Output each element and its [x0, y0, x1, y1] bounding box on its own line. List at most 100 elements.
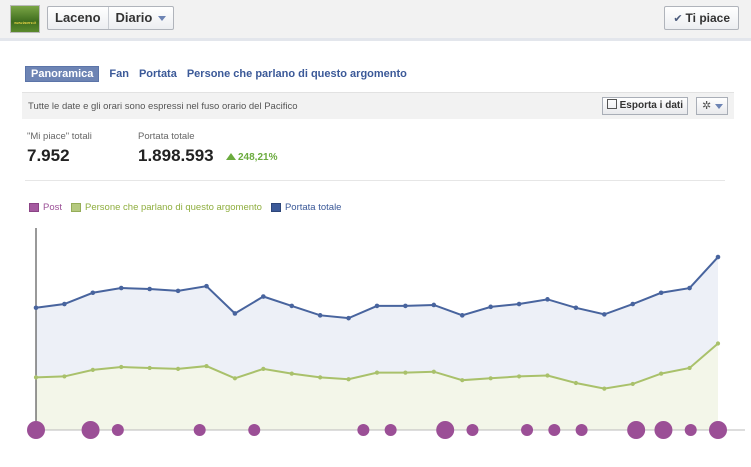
talking-point [289, 371, 294, 376]
page-avatar[interactable]: www.laceno.it [10, 5, 40, 33]
post-bubble [384, 424, 397, 436]
export-data-button[interactable]: Esporta i dati [601, 97, 688, 115]
timezone-notice-text: Tutte le date e gli orari sono espressi … [28, 101, 298, 112]
total-reach-label: Portata totale [138, 131, 195, 142]
reach-point [602, 312, 607, 317]
breadcrumb-divider [107, 7, 109, 29]
tab-portata[interactable]: Portata [138, 68, 177, 80]
insights-tabs: Panoramica Fan Portata Persone che parla… [25, 66, 417, 82]
post-bubble [709, 421, 727, 439]
talking-point [147, 365, 152, 371]
insights-chart [27, 228, 745, 439]
talking-point [261, 366, 266, 371]
view-selector-label: Diario [115, 10, 153, 25]
talking-area [36, 343, 718, 430]
talking-point [516, 374, 522, 379]
check-icon: ✔ [673, 13, 683, 25]
post-bubble [357, 424, 370, 436]
page-breadcrumb: Laceno Diario [47, 6, 175, 30]
post-bubble [684, 424, 697, 436]
post-bubble [111, 424, 124, 436]
talking-point [175, 366, 181, 371]
legend-item-post[interactable]: Post [29, 202, 62, 213]
talking-point [659, 371, 664, 376]
reach-growth-value: 248,21% [238, 152, 278, 163]
reach-point [431, 302, 437, 308]
reach-point [545, 297, 550, 302]
talking-point [403, 370, 408, 375]
talking-point [460, 378, 465, 383]
chart-legend: Post Persone che parlano di questo argom… [29, 202, 350, 213]
talking-point [232, 376, 238, 381]
reach-point [459, 313, 465, 318]
post-bubble [575, 424, 588, 436]
post-bubble [436, 421, 455, 439]
export-icon [606, 99, 617, 109]
talking-point [545, 373, 550, 378]
talking-point [346, 377, 351, 382]
reach-point [658, 290, 664, 296]
legend-item-talking[interactable]: Persone che parlano di questo argomento [71, 202, 262, 213]
legend-label-talking: Persone che parlano di questo argomento [85, 202, 262, 213]
talking-point [119, 364, 124, 370]
talking-point [374, 370, 380, 375]
reach-point [62, 301, 67, 307]
reach-point [488, 304, 493, 310]
talking-point [431, 369, 436, 374]
reach-point [374, 303, 380, 309]
talking-point [687, 365, 692, 371]
total-likes-value: 7.952 [27, 146, 70, 165]
legend-swatch-talking [71, 203, 82, 212]
total-reach-value: 1.898.593 [138, 146, 214, 165]
total-likes-label: "Mi piace" totali [27, 131, 92, 142]
reach-growth-badge: 248,21% [226, 152, 277, 163]
post-bubble [521, 424, 534, 436]
reach-point [403, 303, 408, 309]
reach-point [289, 303, 295, 309]
tab-panoramica[interactable]: Panoramica [25, 66, 100, 82]
reach-point [516, 301, 522, 307]
reach-point [573, 305, 579, 311]
settings-dropdown-button[interactable]: ✲ [696, 97, 728, 115]
legend-item-reach[interactable]: Portata totale [270, 202, 342, 213]
talking-point [33, 375, 39, 380]
chevron-down-icon [715, 104, 723, 109]
top-bar-rule [0, 38, 751, 41]
reach-point [630, 301, 636, 307]
legend-swatch-reach [270, 203, 281, 212]
reach-point [33, 305, 39, 311]
talking-point [602, 386, 607, 391]
talking-point [715, 341, 721, 346]
page-avatar-text: www.laceno.it [14, 20, 36, 25]
reach-point [90, 290, 96, 296]
gear-icon: ✲ [702, 100, 712, 112]
legend-swatch-post [29, 203, 39, 212]
talking-point [630, 381, 635, 387]
reach-point [715, 254, 721, 260]
like-button[interactable]: ✔ Ti piace [664, 6, 739, 30]
chevron-down-icon [158, 16, 167, 22]
post-bubble [81, 421, 100, 439]
reach-point [204, 283, 209, 289]
view-selector[interactable]: Diario [109, 7, 174, 29]
reach-point [118, 285, 124, 291]
talking-point [573, 380, 579, 386]
legend-label-reach: Portata totale [284, 202, 342, 213]
reach-point [175, 288, 181, 294]
like-button-label: Ti piace [685, 11, 730, 25]
export-data-label: Esporta i dati [619, 100, 683, 111]
talking-point [204, 363, 209, 369]
talking-point [62, 374, 67, 379]
tab-talking-about[interactable]: Persone che parlano di questo argomento [186, 68, 407, 80]
reach-point [346, 315, 351, 321]
top-bar: www.laceno.it Laceno Diario ✔ Ti piace [0, 0, 751, 39]
post-bubble [193, 424, 206, 436]
page-name-button[interactable]: Laceno [55, 10, 101, 25]
tab-fan[interactable]: Fan [109, 68, 129, 80]
post-bubble [627, 421, 646, 439]
reach-point [261, 294, 266, 299]
reach-point [687, 285, 692, 291]
reach-point [232, 311, 238, 316]
timezone-notice-bar: Tutte le date e gli orari sono espressi … [22, 92, 734, 119]
post-bubble [27, 421, 45, 439]
